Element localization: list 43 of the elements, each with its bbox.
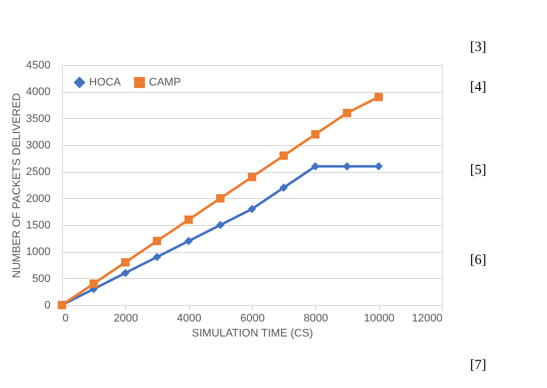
text: [5] <box>470 163 486 178</box>
point <box>279 151 288 160</box>
y-tick-label: 4500 <box>26 60 50 72</box>
y-tick-label: 1500 <box>26 220 50 232</box>
y-tick-label: 1000 <box>26 246 50 258</box>
text: [4] <box>470 80 486 95</box>
point <box>342 108 352 118</box>
point <box>121 258 130 267</box>
x-tick-label: 6000 <box>240 312 265 324</box>
point <box>279 183 288 192</box>
x-axis-title: SIMULATION TIME (CS) <box>192 328 314 340</box>
y-tick-label: 2500 <box>26 166 50 178</box>
legend-label: CAMP <box>149 76 181 89</box>
x-tick-label: 10000 <box>364 312 394 324</box>
point <box>216 220 225 230</box>
y-tick-label: 0 <box>44 300 50 312</box>
x-tick-label: 8000 <box>304 312 328 324</box>
y-tick-label: 500 <box>32 272 50 285</box>
point <box>121 268 130 278</box>
point <box>311 130 320 139</box>
point <box>216 194 225 203</box>
point <box>184 215 193 224</box>
y-tick-label: 2000 <box>26 192 50 205</box>
x-tick-label: 12000 <box>412 312 442 324</box>
legend-label: HOCA <box>89 76 122 89</box>
y-axis-title: NUMBER OF PACKETS DELIVERED <box>11 92 24 278</box>
point <box>152 252 162 262</box>
text: [3] <box>470 40 486 55</box>
point <box>89 279 98 288</box>
point <box>374 92 383 102</box>
y-tick-label: 3000 <box>26 140 50 152</box>
x-tick-label: 0 <box>62 312 69 324</box>
point <box>152 236 162 246</box>
point <box>248 172 256 182</box>
point <box>342 162 352 171</box>
y-tick-label: 3500 <box>26 112 50 125</box>
x-tick-label: 2000 <box>114 312 138 324</box>
text: [6] <box>470 253 486 268</box>
x-tick-label: 4000 <box>176 312 202 324</box>
y-tick-label: 4000 <box>26 86 50 98</box>
point <box>248 204 256 214</box>
point <box>184 236 193 246</box>
text: [7] <box>470 358 486 373</box>
